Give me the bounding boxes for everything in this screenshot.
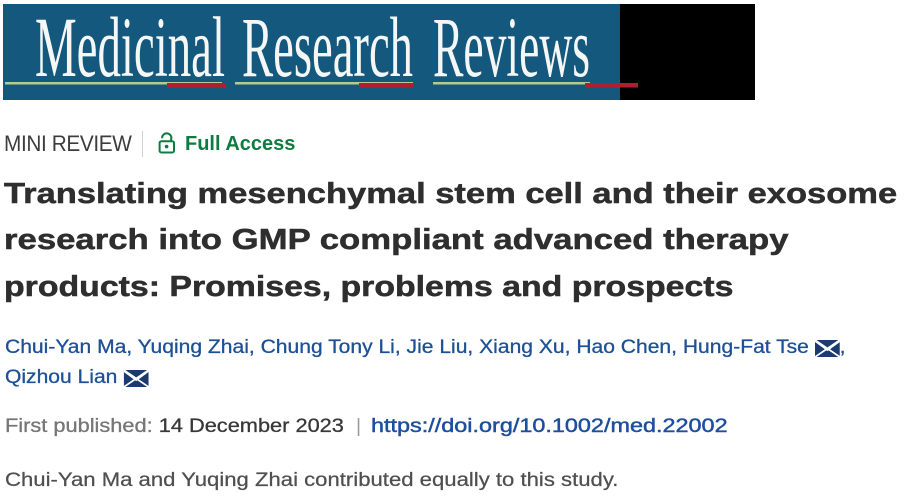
svg-text:Medicinal: Medicinal — [35, 4, 225, 95]
svg-text:Reviews: Reviews — [433, 4, 590, 95]
svg-text:Research: Research — [242, 4, 413, 95]
